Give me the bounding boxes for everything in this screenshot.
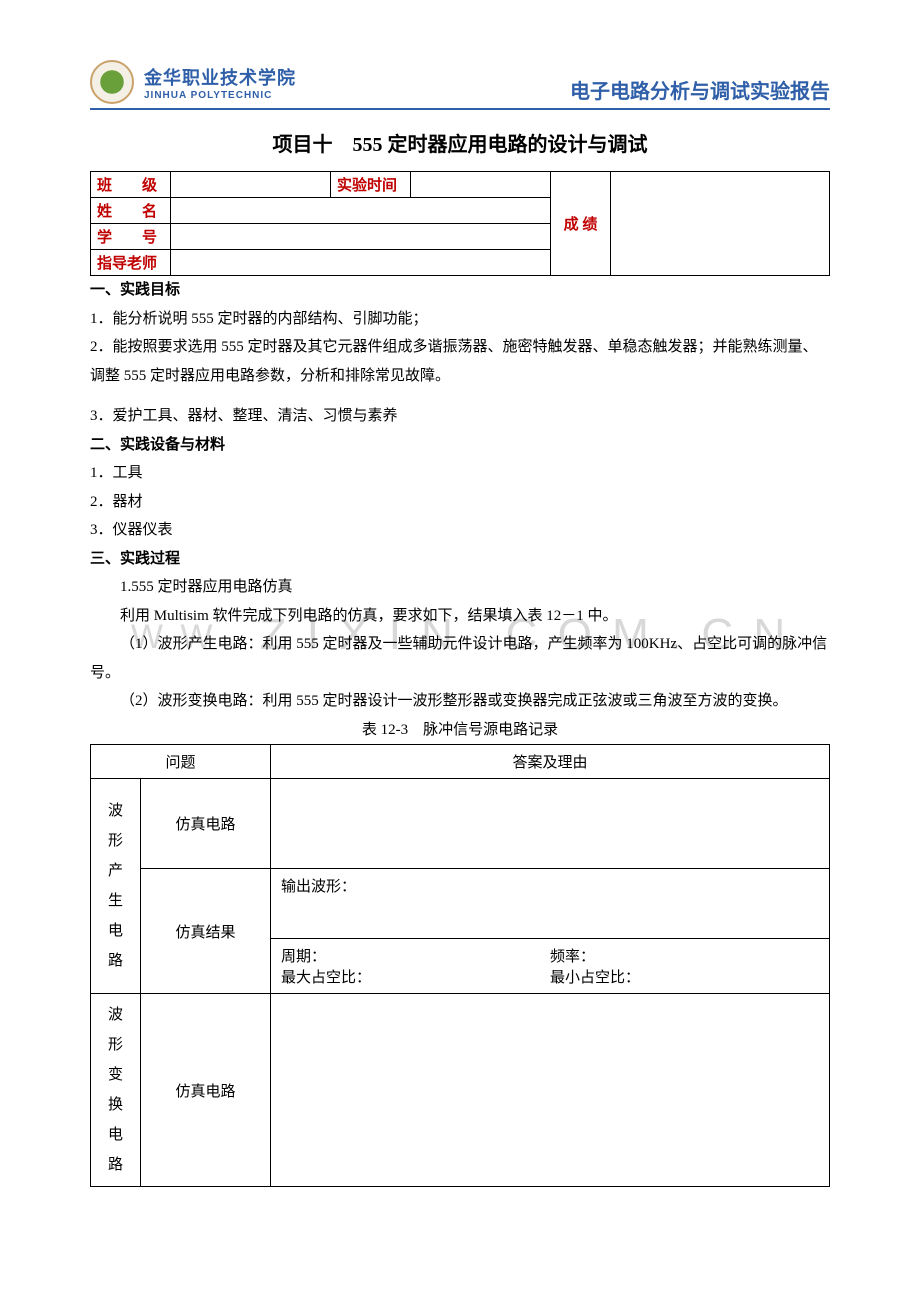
- row-gen-label-text: 波形产生电路: [108, 796, 123, 976]
- col-question: 问题: [91, 745, 271, 779]
- row-gen-sim-circuit: 仿真电路: [141, 779, 271, 869]
- logo-block: 金华职业技术学院 JINHUA POLYTECHNIC: [90, 60, 296, 104]
- section-3-heading: 三、实践过程: [90, 545, 830, 574]
- row-conv-sim-circuit-ans: [271, 994, 830, 1187]
- output-wave-label: 输出波形：: [281, 879, 356, 895]
- s2-item-3: 3．仪器仪表: [90, 516, 830, 545]
- time-label: 实验时间: [331, 172, 411, 198]
- body-text: 一、实践目标 1．能分析说明 555 定时器的内部结构、引脚功能； 2．能按照要…: [90, 276, 830, 744]
- table-row: 班 级 实验时间 成 绩: [91, 172, 830, 198]
- doc-type: 电子电路分析与调试实验报告: [570, 75, 830, 104]
- row-gen-sim-result: 仿真结果: [141, 869, 271, 994]
- page-header: 金华职业技术学院 JINHUA POLYTECHNIC 电子电路分析与调试实验报…: [90, 60, 830, 110]
- dmin-label: 最小占空比：: [550, 966, 819, 987]
- s2-item-1: 1．工具: [90, 459, 830, 488]
- row-gen-params-ans: 周期： 频率： 最大占空比： 最小占空比：: [271, 939, 830, 994]
- s1-item-1: 1．能分析说明 555 定时器的内部结构、引脚功能；: [90, 305, 830, 334]
- row-gen-label: 波形产生电路: [91, 779, 141, 994]
- table-row: 波形变换电路 仿真电路: [91, 994, 830, 1187]
- row-conv-label: 波形变换电路: [91, 994, 141, 1187]
- logo-text: 金华职业技术学院 JINHUA POLYTECHNIC: [144, 64, 296, 101]
- row-conv-label-text: 波形变换电路: [108, 1000, 123, 1180]
- class-value: [171, 172, 331, 198]
- table-row: 仿真结果 输出波形：: [91, 869, 830, 939]
- period-label: 周期：: [281, 945, 550, 966]
- row-gen-sim-circuit-ans: [271, 779, 830, 869]
- school-logo-icon: [90, 60, 134, 104]
- id-label: 学 号: [91, 224, 171, 250]
- name-value: [171, 198, 551, 224]
- teacher-label: 指导老师: [91, 250, 171, 276]
- table-row: 问题 答案及理由: [91, 745, 830, 779]
- score-label: 成 绩: [551, 172, 611, 276]
- name-label: 姓 名: [91, 198, 171, 224]
- dmax-label: 最大占空比：: [281, 966, 550, 987]
- s3-item-1: 1.555 定时器应用电路仿真: [90, 573, 830, 602]
- time-value: [411, 172, 551, 198]
- s1-item-2: 2．能按照要求选用 555 定时器及其它元器件组成多谐振荡器、施密特触发器、单稳…: [90, 333, 830, 390]
- table-row: 波形产生电路 仿真电路: [91, 779, 830, 869]
- school-name-en: JINHUA POLYTECHNIC: [144, 90, 296, 101]
- col-answer: 答案及理由: [271, 745, 830, 779]
- school-name-cn: 金华职业技术学院: [144, 64, 296, 90]
- class-label: 班 级: [91, 172, 171, 198]
- page-title: 项目十 555 定时器应用电路的设计与调试: [90, 128, 830, 157]
- table-caption: 表 12-3 脉冲信号源电路记录: [90, 716, 830, 745]
- s1-item-3: 3．爱护工具、器材、整理、清洁、习惯与素养: [90, 402, 830, 431]
- section-1-heading: 一、实践目标: [90, 276, 830, 305]
- row-gen-waveform-ans: 输出波形：: [271, 869, 830, 939]
- score-value: [611, 172, 830, 276]
- s3-item-3: （1）波形产生电路：利用 555 定时器及一些辅助元件设计电路，产生频率为 10…: [90, 630, 830, 687]
- section-2-heading: 二、实践设备与材料: [90, 431, 830, 460]
- s3-item-2: 利用 Multisim 软件完成下列电路的仿真，要求如下，结果填入表 12－1 …: [90, 602, 830, 631]
- row-conv-sim-circuit: 仿真电路: [141, 994, 271, 1187]
- record-table: 问题 答案及理由 波形产生电路 仿真电路 仿真结果 输出波形： 周期：: [90, 744, 830, 1187]
- info-table: 班 级 实验时间 成 绩 姓 名 学 号 指导老师: [90, 171, 830, 276]
- s2-item-2: 2．器材: [90, 488, 830, 517]
- id-value: [171, 224, 551, 250]
- s3-item-4: （2）波形变换电路：利用 555 定时器设计一波形整形器或变换器完成正弦波或三角…: [90, 687, 830, 716]
- freq-label: 频率：: [550, 945, 819, 966]
- teacher-value: [171, 250, 551, 276]
